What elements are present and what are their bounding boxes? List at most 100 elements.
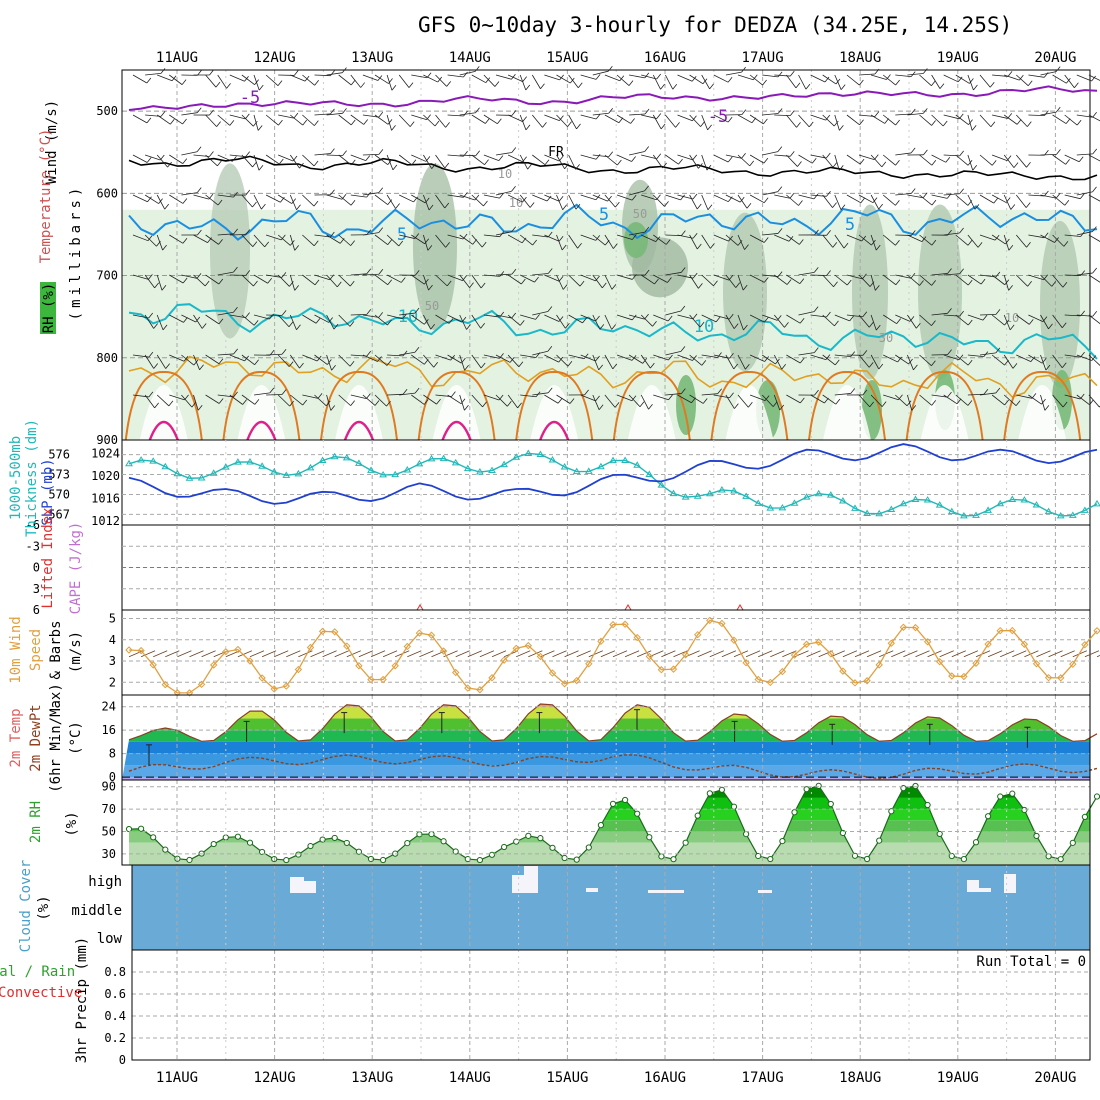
wind-barb [365, 155, 371, 161]
wind-barb [814, 347, 819, 353]
wind-speed-point [355, 662, 363, 670]
rh-point [355, 848, 362, 855]
wind-speed-point [778, 667, 787, 676]
wind-barb [193, 359, 199, 366]
wind-barb [858, 354, 870, 368]
wind-barb [1088, 114, 1100, 122]
chart-title: GFS 0~10day 3-hourly for DEDZA (34.25E, … [418, 13, 1012, 37]
wind-barb [713, 274, 730, 281]
wind-barb [556, 354, 569, 367]
temp-contour-25 [148, 420, 179, 441]
wind-barb [485, 77, 491, 83]
wind-barb [154, 402, 159, 409]
wind-barb [595, 153, 601, 160]
left-axis-labels: Wind (m/s) Temperature (°C) (millibars) … [0, 100, 90, 1063]
wind-barb [595, 235, 601, 241]
wind-barb [387, 319, 392, 326]
wind-barb [216, 121, 221, 127]
wind-barb [290, 114, 303, 126]
wind-barb [520, 314, 536, 320]
wind-barb [398, 114, 411, 127]
wind-barb [692, 272, 698, 279]
upper-temp-label: Temperature (°C) [38, 129, 54, 264]
wind-barb [471, 74, 487, 84]
wind-barb [291, 198, 297, 204]
wind-barb [689, 74, 704, 85]
wind-barb [435, 114, 446, 128]
wind-barb [922, 192, 928, 199]
wind-barb [507, 314, 521, 326]
wind-barb [286, 650, 301, 658]
thickness-point [451, 458, 460, 466]
wind-barb [1003, 314, 1011, 331]
thickness-point [1056, 511, 1065, 519]
wind-barb [322, 650, 337, 658]
wind-barb [810, 394, 825, 404]
rh-point [380, 856, 387, 864]
wind-barb [265, 114, 279, 126]
wind-barb [261, 650, 277, 658]
thickness-point [560, 462, 569, 470]
wind-barb [891, 650, 906, 658]
wind-barb [624, 650, 640, 658]
wind-barb [931, 394, 948, 398]
wind-barb [943, 232, 960, 236]
wind-barb [982, 314, 988, 321]
tick-label: 1016 [91, 492, 120, 506]
wind-barb [967, 234, 979, 248]
wind-barb [191, 401, 197, 408]
wind-barb [604, 74, 620, 82]
contour-label: 10 [398, 307, 418, 327]
wind-barb [445, 122, 450, 128]
wind-barb [399, 351, 416, 356]
wind-barb [314, 394, 327, 407]
wind-barb [592, 234, 606, 246]
wind-barb [1088, 274, 1100, 283]
wind-barb [882, 314, 897, 324]
wind-barb [525, 84, 531, 91]
wind-barb [1088, 74, 1100, 81]
wind-barb [580, 314, 596, 322]
wind-barb [411, 154, 427, 162]
wind-barb [919, 194, 933, 206]
wind-barb [181, 79, 187, 85]
wind-barb [205, 194, 219, 206]
wind-barb [182, 238, 188, 244]
wind-barb [644, 185, 649, 192]
wind-barb [218, 398, 224, 404]
wind-barb [294, 285, 299, 291]
contour-label: 30 [879, 331, 893, 345]
rh-point [537, 835, 544, 842]
wind-barb [558, 236, 564, 242]
wind-barb [729, 352, 734, 359]
rh-point [549, 844, 556, 851]
tick-label: 4 [109, 633, 116, 647]
wind-barb [1028, 114, 1045, 117]
wind-barb [916, 323, 921, 329]
wind-barb [254, 359, 259, 365]
tick-label: 16 [102, 723, 116, 737]
wind-barb [692, 115, 697, 121]
wind-barb [528, 650, 543, 658]
wind-barb [955, 114, 969, 125]
wind-barb [761, 354, 776, 365]
wind-barb [1092, 226, 1097, 232]
wind-barb [592, 70, 609, 76]
wind-barb [145, 72, 162, 76]
wind-barb [266, 274, 282, 278]
wind-barb [334, 650, 349, 658]
wind-barb [967, 314, 984, 321]
wind-barb [387, 199, 393, 205]
date-label-top: 20AUG [1034, 50, 1076, 66]
thickness-point [705, 489, 714, 497]
wind-barb [532, 234, 549, 238]
temp-contour-10 [128, 303, 1098, 360]
wind-barb [1052, 74, 1067, 84]
tick-label: 573 [48, 468, 70, 482]
rh-point [404, 839, 411, 847]
wind-barb [182, 198, 188, 204]
wind-barb [229, 120, 235, 126]
wind-barb [833, 120, 839, 127]
wind-barb [153, 650, 168, 658]
